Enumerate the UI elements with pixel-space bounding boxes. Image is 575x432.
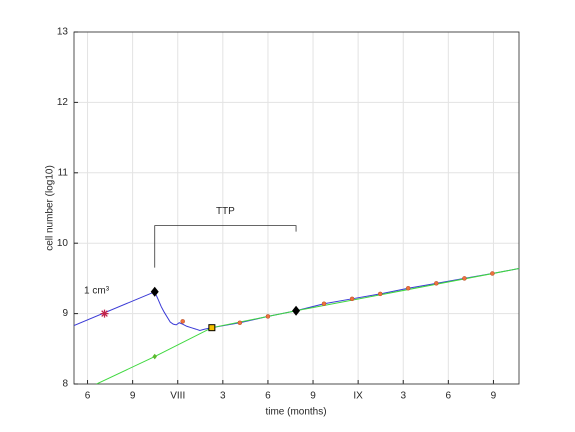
x-tick-label: 6 bbox=[85, 391, 91, 402]
marker bbox=[434, 281, 439, 286]
axes-box bbox=[73, 31, 520, 385]
plot-area bbox=[74, 32, 519, 384]
x-tick-label: 9 bbox=[130, 391, 136, 402]
marker bbox=[349, 296, 355, 302]
x-axis-label: time (months) bbox=[265, 407, 326, 418]
marker bbox=[265, 314, 271, 319]
marker bbox=[490, 271, 495, 276]
marker bbox=[150, 286, 159, 297]
ttp-bracket bbox=[154, 225, 297, 268]
marker bbox=[237, 320, 243, 326]
marker bbox=[100, 309, 109, 318]
y-axis-label: cell number (log10) bbox=[45, 165, 56, 251]
marker bbox=[462, 276, 467, 281]
y-tick-label: 13 bbox=[57, 27, 69, 38]
y-tick-label: 8 bbox=[62, 379, 68, 390]
marker bbox=[292, 305, 301, 316]
x-tick-label: 6 bbox=[446, 391, 452, 402]
annotation: 1 cm³ bbox=[84, 286, 110, 297]
x-tick-label: IX bbox=[353, 391, 363, 402]
x-tick-label: 3 bbox=[220, 391, 226, 402]
marker bbox=[180, 319, 185, 324]
marker bbox=[152, 353, 157, 360]
line bbox=[154, 268, 519, 332]
x-tick-label: 3 bbox=[400, 391, 406, 402]
marker bbox=[321, 301, 327, 306]
x-tick-label: VIII bbox=[170, 391, 185, 402]
y-tick-label: 11 bbox=[58, 167, 69, 178]
x-tick-label: 9 bbox=[310, 391, 316, 402]
y-tick-label: 9 bbox=[62, 308, 68, 319]
line bbox=[74, 291, 155, 327]
marker bbox=[377, 291, 383, 297]
x-tick-label: 9 bbox=[491, 391, 497, 402]
y-tick-label: 10 bbox=[57, 238, 69, 249]
marker bbox=[208, 324, 216, 332]
annotation: TTP bbox=[216, 206, 235, 217]
x-tick-label: 6 bbox=[265, 391, 271, 402]
marker bbox=[405, 286, 411, 291]
y-tick-label: 12 bbox=[57, 97, 69, 108]
